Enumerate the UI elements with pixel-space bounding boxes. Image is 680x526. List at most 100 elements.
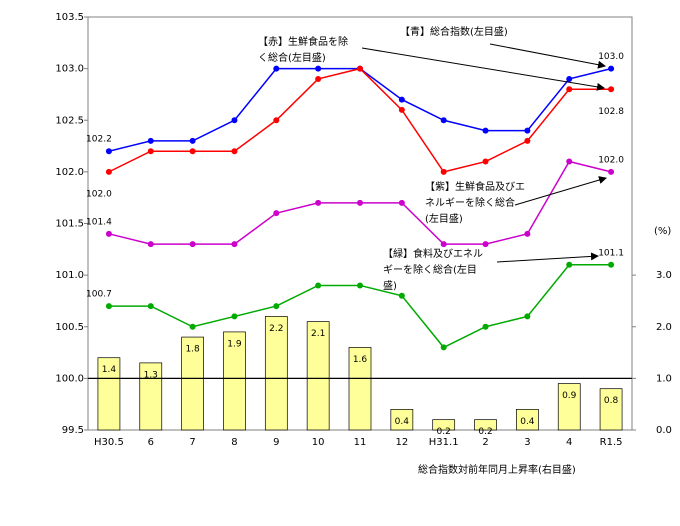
annotation: ギーを除く総合(左目 <box>383 263 477 276</box>
point <box>105 230 112 237</box>
point <box>398 96 405 103</box>
y-tick-label: 103.5 <box>55 12 84 23</box>
point <box>357 65 363 72</box>
x-tick-label: R1.5 <box>600 437 623 448</box>
value-label: 100.7 <box>86 290 112 300</box>
y-tick-label: 100.5 <box>55 322 84 333</box>
x-tick-label: 3 <box>524 437 530 448</box>
point <box>105 148 112 155</box>
point <box>273 65 280 72</box>
value-label: 103.0 <box>598 52 624 62</box>
point <box>357 282 363 289</box>
value-label: 101.4 <box>86 217 112 227</box>
annotation: 【青】総合指数(左目盛) <box>400 25 508 38</box>
value-label: 102.8 <box>598 107 624 117</box>
value-label: 101.1 <box>598 248 624 258</box>
value-label: 102.2 <box>86 135 112 145</box>
point <box>524 137 531 144</box>
annotation-arrow <box>361 47 605 91</box>
bar <box>599 388 623 431</box>
bar-label: 2.1 <box>311 329 325 339</box>
bar <box>264 316 288 431</box>
bar <box>557 383 581 431</box>
annotation-arrow <box>496 252 599 263</box>
annotation: ネルギーを除く総合 <box>425 196 515 209</box>
point <box>524 313 531 320</box>
y2-unit: (%) <box>654 226 671 237</box>
y2-tick-label: 2.0 <box>656 322 672 333</box>
point <box>147 241 154 248</box>
point <box>231 117 238 124</box>
point <box>566 158 573 165</box>
bar-label: 1.8 <box>185 345 200 355</box>
point <box>105 168 112 175</box>
point <box>566 75 573 82</box>
point <box>147 148 154 155</box>
point <box>482 158 489 165</box>
y-tick-label: 103.0 <box>55 64 84 75</box>
bar-label: 1.9 <box>227 339 242 349</box>
point <box>315 65 322 72</box>
point <box>189 137 196 144</box>
point <box>482 127 489 134</box>
value-label: 102.0 <box>86 189 112 199</box>
point <box>608 261 615 268</box>
bar-label: 0.2 <box>478 427 492 437</box>
x-tick-label: 4 <box>566 437 572 448</box>
y2-tick-label: 3.0 <box>656 270 672 281</box>
point <box>105 303 112 310</box>
point <box>440 117 447 124</box>
point <box>357 199 363 206</box>
bar-label: 1.3 <box>144 370 158 380</box>
point <box>273 210 280 217</box>
bar <box>390 409 414 431</box>
point <box>398 292 405 299</box>
point <box>440 168 447 175</box>
bar <box>306 321 330 431</box>
point <box>231 313 238 320</box>
point <box>189 241 196 248</box>
point <box>398 106 405 113</box>
x-tick-label: H30.5 <box>94 437 124 448</box>
x-tick-label: 8 <box>231 437 237 448</box>
point <box>398 199 405 206</box>
point <box>147 303 154 310</box>
bar <box>516 409 539 431</box>
annotation-arrow <box>489 43 606 69</box>
point <box>273 303 280 310</box>
point <box>482 241 489 248</box>
y-tick-label: 99.5 <box>62 425 84 436</box>
point <box>315 75 322 82</box>
point <box>189 323 196 330</box>
x-tick-label: 6 <box>148 437 154 448</box>
annotation: (左目盛) <box>425 212 463 225</box>
annotation: 【緑】食料及びエネル <box>383 247 483 260</box>
x-tick-label: 7 <box>189 437 195 448</box>
point <box>482 323 489 330</box>
point <box>147 137 154 144</box>
point <box>608 86 615 93</box>
bar-label: 0.2 <box>437 427 451 437</box>
point <box>566 86 573 93</box>
x-tick-label: 11 <box>354 437 367 448</box>
point <box>315 282 322 289</box>
point <box>440 344 447 351</box>
bar <box>223 331 246 431</box>
bar <box>97 357 121 431</box>
y-tick-label: 102.0 <box>55 167 84 178</box>
annotation: 【紫】生鮮食品及びエ <box>425 180 525 193</box>
bar <box>348 347 372 431</box>
bar-label: 1.4 <box>102 365 117 375</box>
x-tick-label: 9 <box>273 437 279 448</box>
x-tick-label: H31.1 <box>429 437 459 448</box>
annotation: 【赤】生鮮食品を除 <box>258 35 348 48</box>
annotation-arrow <box>514 176 607 206</box>
point <box>189 148 196 155</box>
annotation: く総合(左目盛) <box>258 51 326 64</box>
bar <box>474 419 497 431</box>
x-tick-label: 10 <box>312 437 325 448</box>
y-tick-label: 101.0 <box>55 270 84 281</box>
x-tick-label: 2 <box>482 437 488 448</box>
point <box>608 168 615 175</box>
